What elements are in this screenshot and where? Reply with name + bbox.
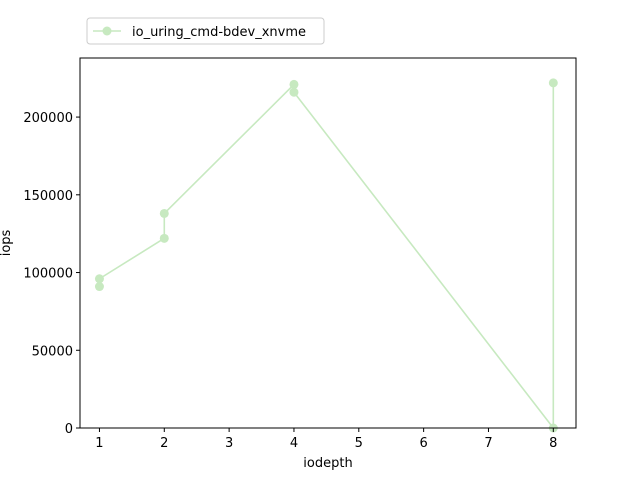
- x-tick-label: 8: [549, 436, 557, 451]
- x-tick-label: 7: [484, 436, 492, 451]
- plot-frame: [79, 57, 577, 429]
- y-tick-label: 0: [65, 422, 73, 437]
- y-tick-label: 100000: [23, 267, 73, 282]
- data-point: [159, 208, 169, 218]
- x-tick-label: 5: [355, 436, 363, 451]
- data-point: [289, 79, 299, 89]
- legend-entry-label: io_uring_cmd-bdev_xnvme: [132, 25, 306, 40]
- x-axis-label: iodepth: [303, 456, 352, 471]
- data-point: [289, 87, 299, 97]
- data-point: [94, 274, 104, 284]
- y-axis-label: iops: [0, 229, 14, 256]
- x-tick-label: 3: [225, 436, 233, 451]
- series-line: [98, 82, 555, 429]
- y-tick-label: 150000: [23, 189, 73, 204]
- y-tick-label: 50000: [32, 344, 73, 359]
- data-point: [94, 282, 104, 292]
- legend: io_uring_cmd-bdev_xnvme: [86, 17, 325, 45]
- x-tick-label: 6: [419, 436, 427, 451]
- legend-marker: [102, 26, 112, 36]
- data-point: [159, 233, 169, 243]
- y-axis-ticks: 0 50000 100000 150000 200000: [23, 111, 80, 437]
- x-axis-ticks: 1 2 3 4 5 6 7 8: [95, 428, 557, 451]
- y-tick-label: 200000: [23, 111, 73, 126]
- legend-box: [86, 17, 325, 45]
- x-tick-label: 4: [290, 436, 298, 451]
- data-point: [548, 78, 558, 88]
- x-tick-label: 1: [95, 436, 103, 451]
- x-tick-label: 2: [160, 436, 168, 451]
